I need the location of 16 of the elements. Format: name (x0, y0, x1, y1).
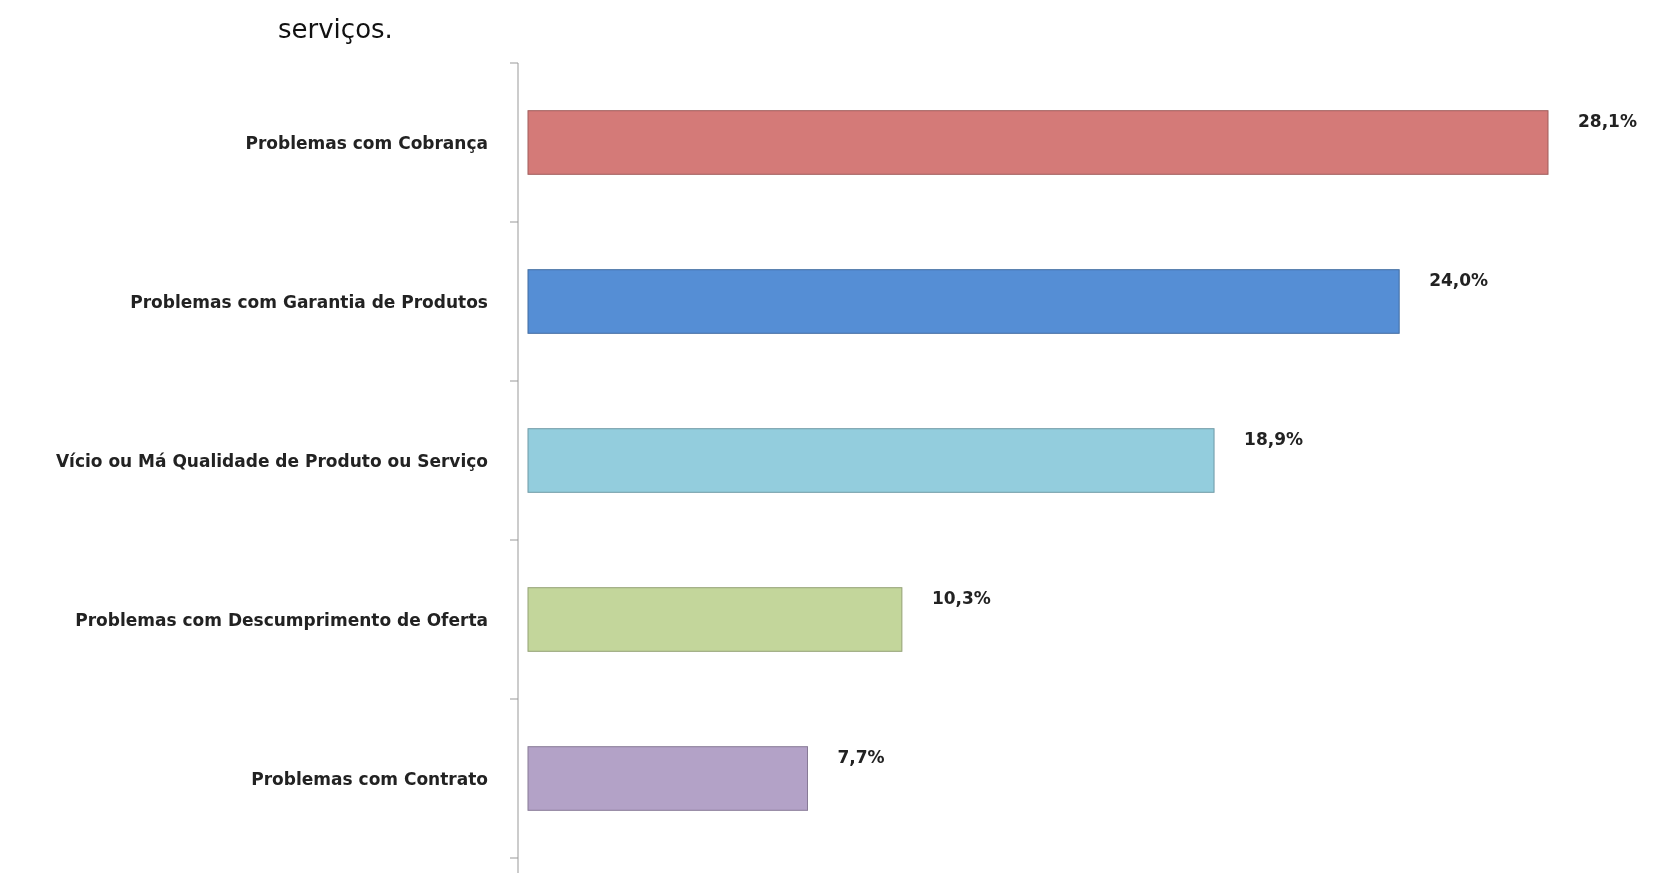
y-tick-label: Problemas com Garantia de Produtos (130, 291, 488, 312)
data-label: 7,7% (837, 747, 885, 768)
bar (527, 110, 1549, 175)
bar (527, 587, 903, 652)
y-tick-label: Vício ou Má Qualidade de Produto ou Serviço (55, 450, 488, 471)
chart-title: serviços. (278, 14, 393, 44)
data-label: 10,3% (931, 588, 991, 609)
data-label: 18,9% (1244, 429, 1304, 450)
bar (527, 746, 808, 811)
y-tick-label: Problemas com Cobrança (245, 132, 488, 153)
y-tick-label: Problemas com Descumprimento de Oferta (75, 609, 488, 630)
bar (527, 428, 1215, 493)
data-label: 28,1% (1578, 111, 1637, 132)
y-tick-label: Problemas com Contrato (251, 768, 488, 789)
data-label: 24,0% (1429, 270, 1489, 291)
bar (527, 269, 1400, 334)
